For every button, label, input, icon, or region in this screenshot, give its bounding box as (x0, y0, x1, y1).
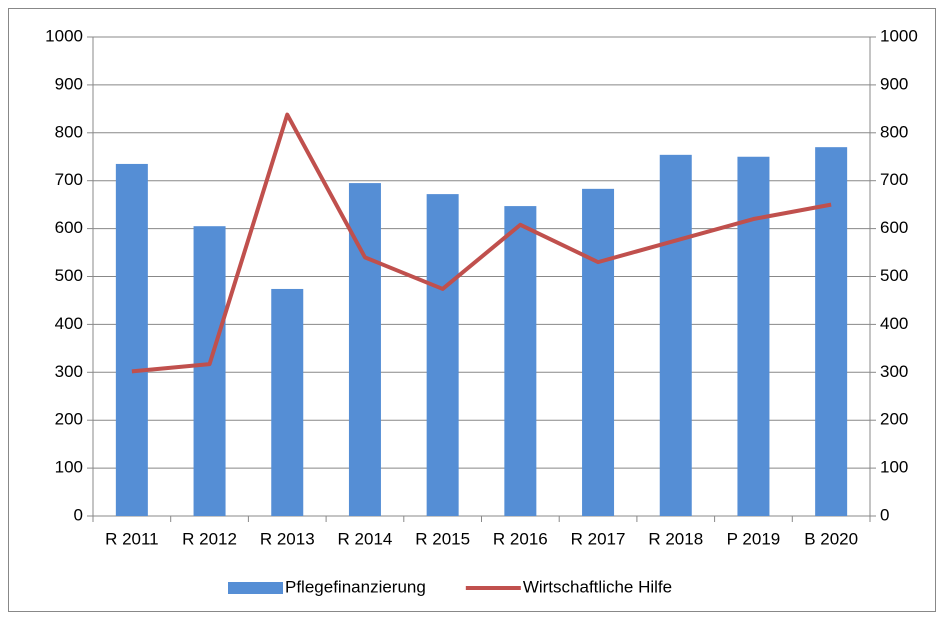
y2-tick-label: 500 (880, 266, 908, 285)
line (131, 112, 832, 374)
legend-label: Wirtschaftliche Hilfe (523, 577, 672, 596)
y-tick-label: 500 (55, 266, 83, 285)
y-tick-label: 600 (55, 218, 83, 237)
y2-tick-label: 600 (880, 218, 908, 237)
y2-tick-label: 700 (880, 170, 908, 189)
y2-tick-label: 100 (880, 458, 908, 477)
y2-tick-label: 200 (880, 410, 908, 429)
chart-border (8, 8, 936, 612)
bar (271, 288, 304, 516)
x-tick-label: P 2019 (727, 529, 781, 548)
x-tick-label: B 2020 (804, 529, 858, 548)
y2-tick-label: 0 (880, 505, 889, 524)
bar (659, 154, 692, 517)
bar (115, 163, 148, 516)
y2-tick-label: 400 (880, 314, 908, 333)
y2-tick-label: 300 (880, 362, 908, 381)
x-tick-label: R 2011 (105, 529, 159, 548)
y-tick-label: 1000 (45, 26, 83, 45)
y-tick-label: 200 (55, 410, 83, 429)
y-tick-label: 400 (55, 314, 83, 333)
y2-tick-label: 800 (880, 122, 908, 141)
y-tick-label: 900 (55, 74, 83, 93)
y-tick-label: 700 (55, 170, 83, 189)
bar (193, 226, 226, 516)
bar (426, 194, 459, 516)
y-tick-label: 100 (55, 458, 83, 477)
y2-tick-label: 1000 (880, 26, 918, 45)
x-tick-label: R 2016 (493, 529, 548, 548)
x-tick-label: R 2013 (260, 529, 315, 548)
bar (582, 188, 615, 516)
x-tick-label: R 2015 (415, 529, 470, 548)
x-tick-label: R 2014 (338, 529, 393, 548)
bar (737, 156, 770, 516)
bar (815, 147, 848, 517)
x-tick-label: R 2012 (182, 529, 237, 548)
y-tick-label: 0 (74, 505, 83, 524)
legend-swatch (228, 582, 283, 594)
y-tick-label: 800 (55, 122, 83, 141)
y2-tick-label: 900 (880, 74, 908, 93)
x-tick-label: R 2017 (571, 529, 626, 548)
legend-label: Pflegefinanzierung (285, 577, 426, 596)
x-tick-label: R 2018 (648, 529, 703, 548)
y-tick-label: 300 (55, 362, 83, 381)
bar (504, 206, 537, 516)
